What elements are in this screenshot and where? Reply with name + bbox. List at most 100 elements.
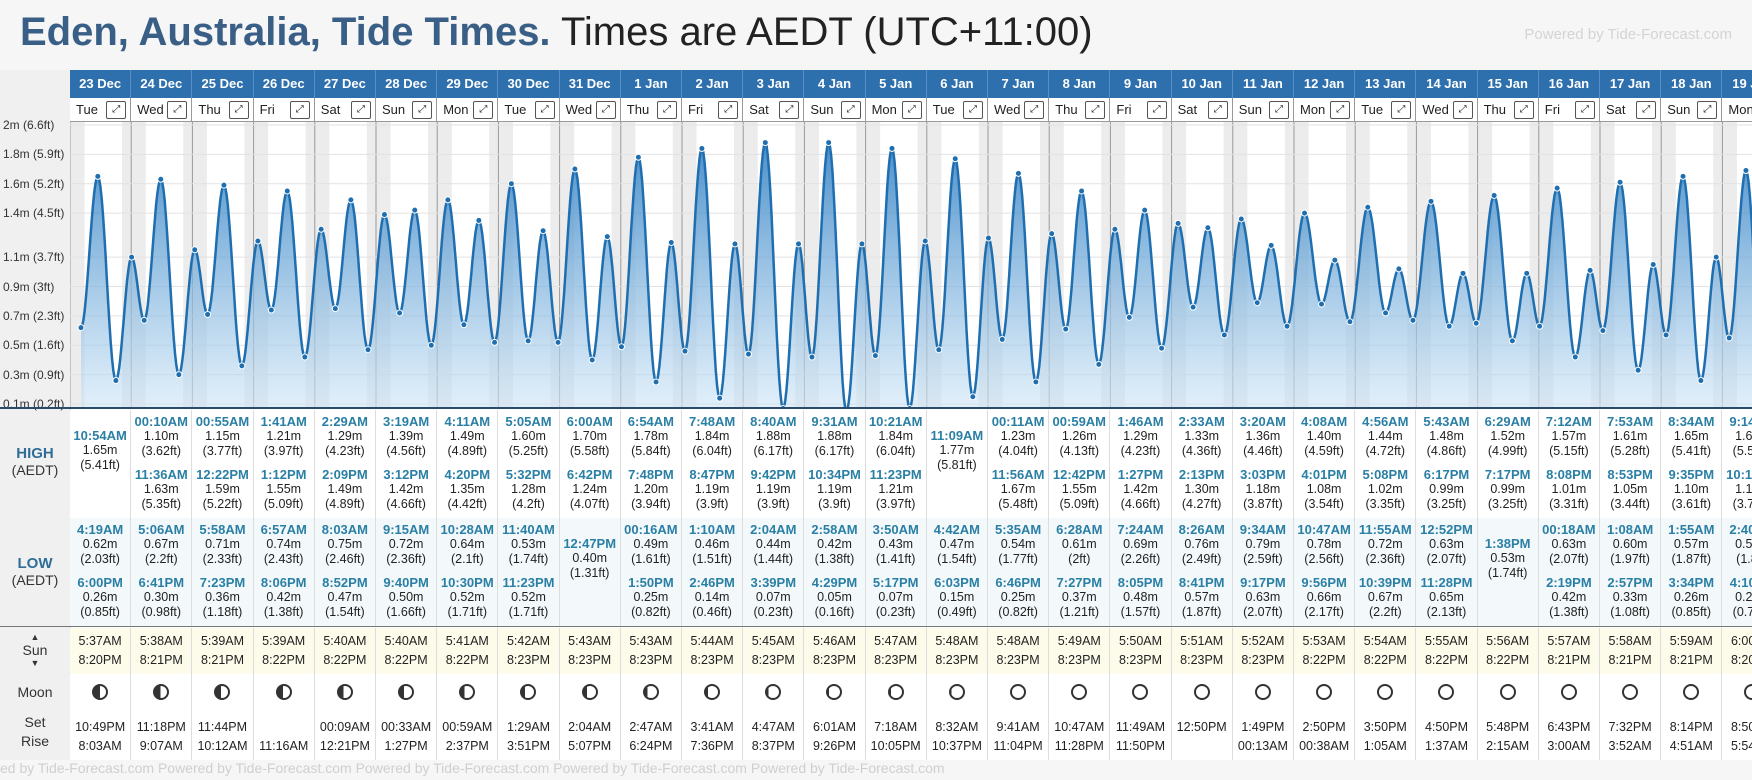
tide-point[interactable]: [1048, 230, 1056, 238]
tide-point[interactable]: [1586, 266, 1594, 274]
tide-point[interactable]: [1490, 191, 1498, 199]
tide-point[interactable]: [191, 246, 199, 254]
powered-by-link[interactable]: Powered by Tide-Forecast.com: [1524, 26, 1732, 43]
tide-point[interactable]: [1125, 313, 1133, 321]
expand-icon[interactable]: ⤢: [1697, 101, 1718, 119]
tide-point[interactable]: [1317, 300, 1325, 308]
tide-point[interactable]: [1189, 303, 1197, 311]
tide-point[interactable]: [667, 238, 675, 246]
tide-point[interactable]: [588, 356, 596, 364]
tide-point[interactable]: [1712, 253, 1720, 261]
tide-point[interactable]: [1237, 215, 1245, 223]
expand-icon[interactable]: ⤢: [1330, 101, 1351, 119]
expand-icon[interactable]: ⤢: [718, 101, 739, 119]
tide-point[interactable]: [283, 187, 291, 195]
expand-icon[interactable]: ⤢: [1207, 101, 1228, 119]
tide-point[interactable]: [1364, 203, 1372, 211]
tide-point[interactable]: [871, 352, 879, 360]
tide-point[interactable]: [1679, 172, 1687, 180]
tide-point[interactable]: [347, 196, 355, 204]
tide-point[interactable]: [617, 343, 625, 351]
tide-point[interactable]: [1253, 299, 1261, 307]
tide-point[interactable]: [1095, 360, 1103, 368]
tide-point[interactable]: [1427, 197, 1435, 205]
tide-point[interactable]: [77, 324, 85, 332]
tide-point[interactable]: [951, 155, 959, 163]
tide-point[interactable]: [1571, 353, 1579, 361]
tide-point[interactable]: [825, 139, 833, 147]
expand-icon[interactable]: ⤢: [228, 101, 249, 119]
tide-point[interactable]: [969, 393, 977, 401]
tide-point[interactable]: [1283, 322, 1291, 330]
tide-point[interactable]: [128, 253, 136, 261]
tide-point[interactable]: [761, 139, 769, 147]
tide-point[interactable]: [1553, 184, 1561, 192]
tide-point[interactable]: [1634, 366, 1642, 374]
tide-point[interactable]: [491, 338, 499, 346]
expand-icon[interactable]: ⤢: [1146, 101, 1167, 119]
tide-point[interactable]: [427, 341, 435, 349]
tide-point[interactable]: [858, 240, 866, 248]
expand-icon[interactable]: ⤢: [779, 101, 800, 119]
tide-point[interactable]: [935, 346, 943, 354]
tide-point[interactable]: [1395, 265, 1403, 273]
tide-point[interactable]: [998, 335, 1006, 343]
tide-point[interactable]: [1599, 327, 1607, 335]
tide-point[interactable]: [744, 350, 752, 358]
tide-point[interactable]: [1078, 187, 1086, 195]
tide-point[interactable]: [411, 206, 419, 214]
tide-point[interactable]: [175, 371, 183, 379]
tide-point[interactable]: [888, 144, 896, 152]
tide-point[interactable]: [1301, 209, 1309, 217]
tide-point[interactable]: [1032, 378, 1040, 386]
tide-point[interactable]: [204, 310, 212, 318]
tide-point[interactable]: [331, 305, 339, 313]
tide-point[interactable]: [921, 237, 929, 245]
tide-point[interactable]: [364, 346, 372, 354]
tide-point[interactable]: [317, 225, 325, 233]
tide-point[interactable]: [1523, 269, 1531, 277]
tide-point[interactable]: [1267, 241, 1275, 249]
tide-point[interactable]: [460, 321, 468, 329]
tide-point[interactable]: [1459, 269, 1467, 277]
tide-point[interactable]: [1409, 316, 1417, 324]
tide-point[interactable]: [698, 144, 706, 152]
expand-icon[interactable]: ⤢: [656, 101, 677, 119]
tide-point[interactable]: [1742, 166, 1750, 174]
tide-point[interactable]: [1662, 331, 1670, 339]
expand-icon[interactable]: ⤢: [106, 101, 127, 119]
tide-point[interactable]: [539, 227, 547, 235]
tide-point[interactable]: [984, 234, 992, 242]
expand-icon[interactable]: ⤢: [1574, 101, 1595, 119]
tide-point[interactable]: [380, 211, 388, 219]
expand-icon[interactable]: ⤢: [1452, 101, 1473, 119]
tide-point[interactable]: [524, 337, 532, 345]
tide-point[interactable]: [1649, 261, 1657, 268]
tide-point[interactable]: [396, 309, 404, 317]
expand-icon[interactable]: ⤢: [1085, 101, 1106, 119]
tide-point[interactable]: [238, 362, 246, 370]
expand-icon[interactable]: ⤢: [1024, 101, 1045, 119]
tide-point[interactable]: [634, 153, 642, 161]
tide-point[interactable]: [1697, 377, 1705, 385]
tide-point[interactable]: [507, 180, 515, 188]
tide-point[interactable]: [681, 347, 689, 355]
tide-point[interactable]: [1382, 309, 1390, 317]
expand-icon[interactable]: ⤢: [534, 101, 555, 119]
tide-point[interactable]: [1220, 331, 1228, 339]
tide-point[interactable]: [301, 353, 309, 361]
tide-point[interactable]: [267, 306, 275, 314]
tide-point[interactable]: [1204, 224, 1212, 232]
expand-icon[interactable]: ⤢: [289, 101, 310, 119]
tide-point[interactable]: [1014, 169, 1022, 177]
tide-point[interactable]: [444, 196, 452, 204]
tide-point[interactable]: [1158, 344, 1166, 352]
tide-point[interactable]: [1062, 325, 1070, 333]
tide-point[interactable]: [716, 394, 724, 402]
expand-icon[interactable]: ⤢: [595, 101, 616, 119]
tide-point[interactable]: [1174, 219, 1182, 227]
tide-point[interactable]: [795, 240, 803, 248]
tide-point[interactable]: [1472, 319, 1480, 327]
tide-point[interactable]: [1616, 178, 1624, 186]
tide-point[interactable]: [1536, 322, 1544, 330]
